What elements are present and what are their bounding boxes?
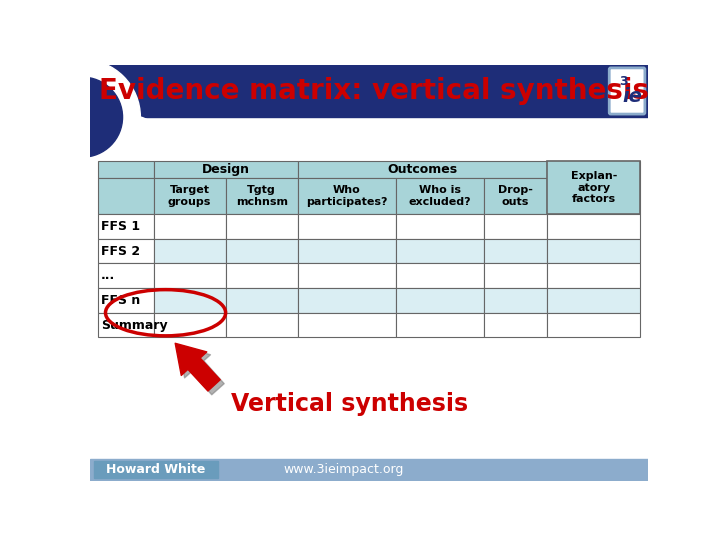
Bar xyxy=(98,288,153,313)
Bar xyxy=(547,264,640,288)
Bar xyxy=(396,264,484,288)
Text: ...: ... xyxy=(101,269,115,282)
Text: Summary: Summary xyxy=(101,319,168,332)
Bar xyxy=(225,239,297,264)
Bar xyxy=(396,214,484,239)
Text: FFS 2: FFS 2 xyxy=(101,245,140,258)
Bar xyxy=(297,239,396,264)
Circle shape xyxy=(42,77,122,157)
Bar xyxy=(396,288,484,313)
Bar xyxy=(98,161,153,178)
Bar xyxy=(297,214,396,239)
Text: Howard White: Howard White xyxy=(106,463,206,476)
Bar xyxy=(547,161,640,214)
Bar xyxy=(90,459,648,481)
Text: Evidence matrix: vertical synthesis: Evidence matrix: vertical synthesis xyxy=(99,77,649,105)
Bar xyxy=(225,264,297,288)
Circle shape xyxy=(24,59,140,175)
Bar xyxy=(484,178,547,214)
Bar xyxy=(484,288,547,313)
Bar xyxy=(547,178,640,214)
Bar xyxy=(98,313,153,338)
Bar xyxy=(484,313,547,338)
Bar xyxy=(153,264,225,288)
Text: Drop-
outs: Drop- outs xyxy=(498,185,533,207)
Text: Vertical synthesis: Vertical synthesis xyxy=(231,393,469,416)
Bar xyxy=(153,161,297,178)
Bar xyxy=(547,313,640,338)
Bar xyxy=(547,288,640,313)
Bar xyxy=(297,264,396,288)
Bar xyxy=(153,178,225,214)
FancyArrowPatch shape xyxy=(179,346,224,395)
Bar xyxy=(547,239,640,264)
Text: Target
groups: Target groups xyxy=(168,185,211,207)
Bar xyxy=(484,264,547,288)
Bar xyxy=(396,178,484,214)
FancyArrowPatch shape xyxy=(175,343,220,391)
Bar xyxy=(225,313,297,338)
Bar xyxy=(153,239,225,264)
Bar xyxy=(225,288,297,313)
Bar xyxy=(396,313,484,338)
Text: Outcomes: Outcomes xyxy=(387,163,457,176)
Text: ie: ie xyxy=(622,86,642,106)
Bar xyxy=(484,239,547,264)
Bar xyxy=(297,178,396,214)
Text: www.3ieimpact.org: www.3ieimpact.org xyxy=(284,463,404,476)
Bar xyxy=(90,65,648,117)
Bar xyxy=(153,313,225,338)
Bar xyxy=(153,288,225,313)
Bar xyxy=(547,214,640,239)
Bar xyxy=(297,161,547,178)
Bar xyxy=(225,178,297,214)
Bar xyxy=(98,214,153,239)
Bar xyxy=(98,239,153,264)
Bar xyxy=(396,239,484,264)
Text: Who
participates?: Who participates? xyxy=(306,185,387,207)
Bar xyxy=(94,461,218,478)
Ellipse shape xyxy=(67,113,160,156)
Text: Design: Design xyxy=(202,163,250,176)
Bar xyxy=(297,288,396,313)
Text: Tgtg
mchnsm: Tgtg mchnsm xyxy=(235,185,288,207)
Text: 3: 3 xyxy=(619,75,628,88)
Bar xyxy=(98,178,153,214)
Bar xyxy=(153,214,225,239)
Bar xyxy=(484,214,547,239)
Text: Who is
excluded?: Who is excluded? xyxy=(409,185,471,207)
Bar xyxy=(98,264,153,288)
Bar xyxy=(547,161,640,178)
Bar xyxy=(297,313,396,338)
Text: FFS n: FFS n xyxy=(101,294,140,307)
Text: Explan-
atory
factors: Explan- atory factors xyxy=(570,171,617,204)
Bar xyxy=(225,214,297,239)
FancyBboxPatch shape xyxy=(609,68,645,114)
Text: FFS 1: FFS 1 xyxy=(101,220,140,233)
